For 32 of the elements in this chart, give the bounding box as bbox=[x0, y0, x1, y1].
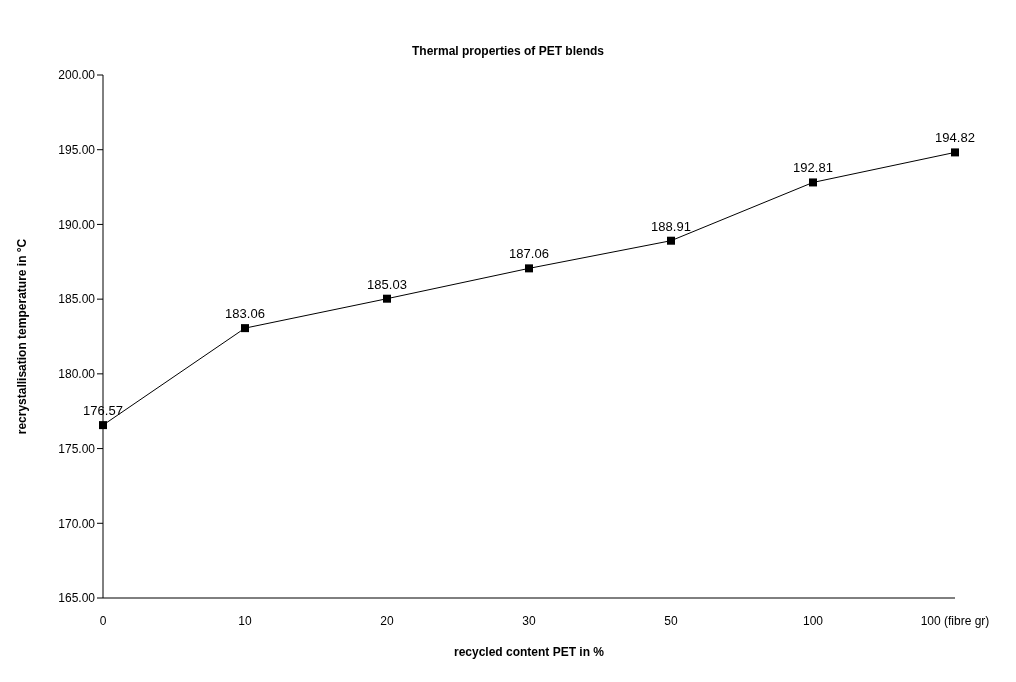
point bbox=[951, 148, 959, 157]
data-label: 185.03 bbox=[367, 276, 407, 292]
point bbox=[809, 178, 817, 187]
y-tick-label: 170.00 bbox=[58, 516, 96, 531]
data-label: 176.57 bbox=[83, 403, 123, 419]
data-label: 187.06 bbox=[509, 246, 549, 262]
x-axis-title: recycled content PET in % bbox=[453, 645, 605, 659]
y-tick-label: 190.00 bbox=[58, 217, 96, 232]
point bbox=[525, 264, 533, 273]
chart-title: Thermal properties of PET blends bbox=[410, 44, 605, 58]
x-tick-label: 30 bbox=[522, 613, 536, 628]
point bbox=[667, 236, 675, 245]
data-label: 194.82 bbox=[935, 130, 975, 146]
data-label: 183.06 bbox=[225, 306, 265, 322]
x-tick-label: 20 bbox=[380, 613, 394, 628]
point bbox=[241, 324, 249, 333]
data-label: 188.91 bbox=[651, 218, 691, 234]
x-tick-label: 100 bbox=[802, 613, 824, 628]
y-tick-label: 175.00 bbox=[58, 441, 96, 456]
y-tick-label: 165.00 bbox=[58, 591, 96, 606]
y-axis-title: recrystallisation temperature in °C bbox=[15, 238, 30, 435]
point bbox=[99, 421, 107, 430]
x-tick-label: 0 bbox=[99, 613, 107, 628]
x-tick-label: 50 bbox=[664, 613, 678, 628]
y-tick-label: 200.00 bbox=[58, 68, 96, 83]
y-tick-label: 195.00 bbox=[58, 142, 96, 157]
y-tick-label: 185.00 bbox=[58, 292, 96, 307]
x-tick-label: 100 (fibre gr) bbox=[920, 613, 990, 628]
point bbox=[383, 294, 391, 303]
x-tick-label: 10 bbox=[238, 613, 252, 628]
y-tick-label: 180.00 bbox=[58, 367, 96, 382]
data-label: 192.81 bbox=[793, 160, 833, 176]
